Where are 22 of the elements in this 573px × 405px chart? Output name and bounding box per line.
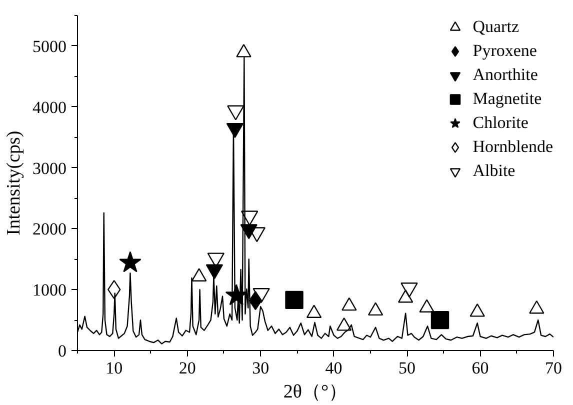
x-tick-label: 50	[398, 358, 416, 378]
x-tick-label: 30	[252, 358, 270, 378]
y-tick-label: 0	[58, 342, 66, 360]
legend-label: Albite	[472, 161, 516, 181]
x-tick-label: 10	[106, 358, 123, 378]
y-tick-label: 4000	[32, 98, 66, 117]
x-tick-label: 40	[325, 358, 342, 378]
x-tick-label: 70	[545, 358, 562, 378]
y-tick-label: 3000	[32, 158, 66, 178]
legend-label: Magnetite	[472, 89, 542, 109]
legend-label: Hornblende	[472, 137, 553, 157]
legend-label: Quartz	[472, 17, 519, 37]
y-tick-label: 1000	[32, 280, 66, 300]
y-tick-label: 5000	[32, 36, 66, 56]
y-axis-title: Intensity(cps)	[4, 130, 24, 236]
x-tick-label: 60	[472, 358, 489, 378]
x-tick-label: 20	[178, 358, 196, 378]
legend-label: Pyroxene	[472, 41, 537, 61]
y-tick-label: 2000	[32, 220, 66, 239]
legend-label: Anorthite	[472, 65, 538, 85]
legend-label: Chlorite	[472, 113, 528, 133]
x-axis-title: 2θ（°）	[283, 382, 348, 402]
